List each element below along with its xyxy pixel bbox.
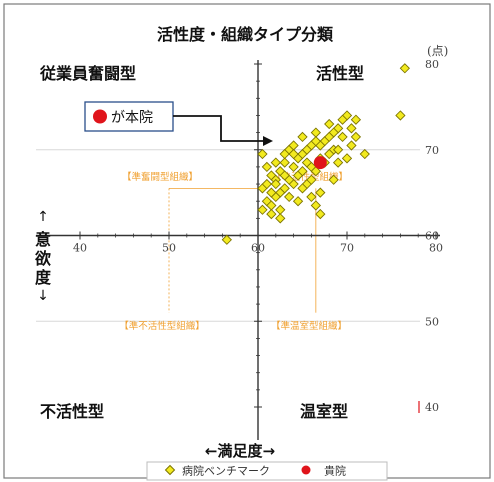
callout: が本院 bbox=[84, 101, 273, 146]
legend-self-label: 貴院 bbox=[324, 464, 346, 478]
y-axis-char-3: 度 bbox=[35, 268, 52, 287]
axes: 40 50 60 70 80 40 50 60 70 80 bbox=[36, 58, 443, 440]
quadrant-bottom-right: 温室型 bbox=[299, 402, 348, 421]
benchmark-point bbox=[359, 148, 370, 160]
benchmark-point bbox=[306, 191, 317, 203]
sub-zones: 【準奮闘型組織】 【準活性型組織】 【準不活性型組織】 【準温室型組織】 bbox=[119, 171, 348, 332]
benchmark-point bbox=[279, 183, 290, 194]
y-axis-char-2: 欲 bbox=[34, 249, 51, 268]
benchmark-point bbox=[297, 166, 308, 177]
benchmark-point bbox=[324, 148, 335, 160]
chart-title: 活性度・組織タイプ分類 bbox=[157, 25, 334, 44]
x-tick-label-60: 60 bbox=[251, 242, 265, 255]
x-tick-label-80: 80 bbox=[429, 242, 443, 255]
quadrant-top-right: 活性型 bbox=[316, 64, 364, 83]
legend-box bbox=[146, 461, 388, 481]
x-tick-label-70: 70 bbox=[340, 242, 354, 255]
benchmark-point bbox=[279, 157, 290, 168]
benchmark-point bbox=[350, 114, 362, 125]
self-point bbox=[313, 156, 327, 170]
benchmark-point bbox=[328, 174, 339, 185]
benchmark-point bbox=[341, 153, 353, 164]
benchmark-point bbox=[279, 148, 290, 160]
benchmark-point bbox=[261, 161, 273, 173]
benchmark-point bbox=[270, 157, 281, 168]
y-tick-label-50: 50 bbox=[425, 315, 439, 328]
benchmark-point bbox=[257, 204, 268, 215]
quadrant-top-left: 従業員奮闘型 bbox=[39, 64, 136, 83]
benchmark-point bbox=[266, 208, 277, 220]
benchmark-point bbox=[266, 187, 277, 198]
quadrant-bottom-left: 不活性型 bbox=[40, 402, 104, 421]
legend: 病院ベンチマーク 貴院 bbox=[146, 461, 388, 481]
x-axis-title: ←満足度→ bbox=[205, 442, 275, 460]
callout-arrow-line bbox=[173, 115, 265, 142]
benchmark-point bbox=[297, 183, 308, 194]
benchmark-point bbox=[288, 161, 299, 173]
benchmark-point bbox=[332, 144, 344, 155]
benchmark-point bbox=[279, 170, 290, 181]
benchmark-point bbox=[310, 200, 321, 211]
benchmark-point bbox=[399, 63, 410, 74]
callout-arrowhead bbox=[263, 136, 273, 146]
chart-border bbox=[3, 3, 491, 479]
legend-benchmark-marker bbox=[164, 464, 176, 476]
legend-self-marker bbox=[301, 465, 311, 475]
benchmark-point bbox=[346, 140, 357, 151]
sub-zone-top-left: 【準奮闘型組織】 bbox=[122, 171, 198, 183]
benchmark-point bbox=[284, 191, 295, 203]
y-axis-arrow-up: ↑ bbox=[37, 209, 49, 225]
benchmark-point bbox=[315, 187, 326, 198]
benchmark-point bbox=[310, 136, 321, 147]
y-tick-label-40: 40 bbox=[425, 401, 439, 414]
benchmark-point bbox=[275, 213, 286, 224]
benchmark-point bbox=[346, 123, 357, 134]
legend-benchmark-label: 病院ベンチマーク bbox=[182, 464, 270, 478]
benchmark-point bbox=[270, 178, 281, 190]
y-tick-label-60: 60 bbox=[425, 230, 439, 243]
benchmark-point bbox=[315, 208, 326, 220]
benchmark-point bbox=[288, 148, 299, 160]
benchmark-point bbox=[310, 166, 321, 177]
x-tick-label-40: 40 bbox=[73, 242, 87, 255]
sub-zone-bottom-left: 【準不活性型組織】 bbox=[119, 320, 205, 332]
benchmark-point bbox=[257, 148, 268, 160]
benchmark-point bbox=[301, 144, 313, 155]
benchmark-point bbox=[324, 131, 335, 143]
x-tick-label-50: 50 bbox=[162, 242, 176, 255]
benchmark-point bbox=[324, 118, 335, 130]
benchmark-point bbox=[332, 157, 344, 168]
callout-text: が本院 bbox=[111, 110, 153, 126]
sub-zone-bottom-right: 【準温室型組織】 bbox=[271, 320, 347, 332]
benchmark-point bbox=[350, 131, 362, 143]
y-axis-char-1: 意 bbox=[35, 230, 51, 249]
y-tick-label-70: 70 bbox=[425, 144, 439, 157]
benchmark-point bbox=[337, 131, 348, 143]
benchmark-point bbox=[261, 178, 273, 190]
benchmark-point bbox=[395, 110, 406, 121]
y-axis-arrow-down: ↓ bbox=[37, 288, 49, 304]
y-tick-label-80: 80 bbox=[425, 58, 439, 71]
benchmark-point bbox=[306, 174, 317, 185]
benchmark-point bbox=[297, 131, 308, 143]
benchmark-point bbox=[292, 196, 304, 207]
benchmark-point bbox=[337, 114, 348, 125]
benchmark-point bbox=[221, 234, 232, 245]
data-points bbox=[221, 63, 410, 245]
callout-marker bbox=[93, 109, 107, 124]
unit-label: (点) bbox=[427, 44, 448, 58]
y-axis-title: ↑ 意 欲 度 ↓ bbox=[34, 209, 52, 304]
